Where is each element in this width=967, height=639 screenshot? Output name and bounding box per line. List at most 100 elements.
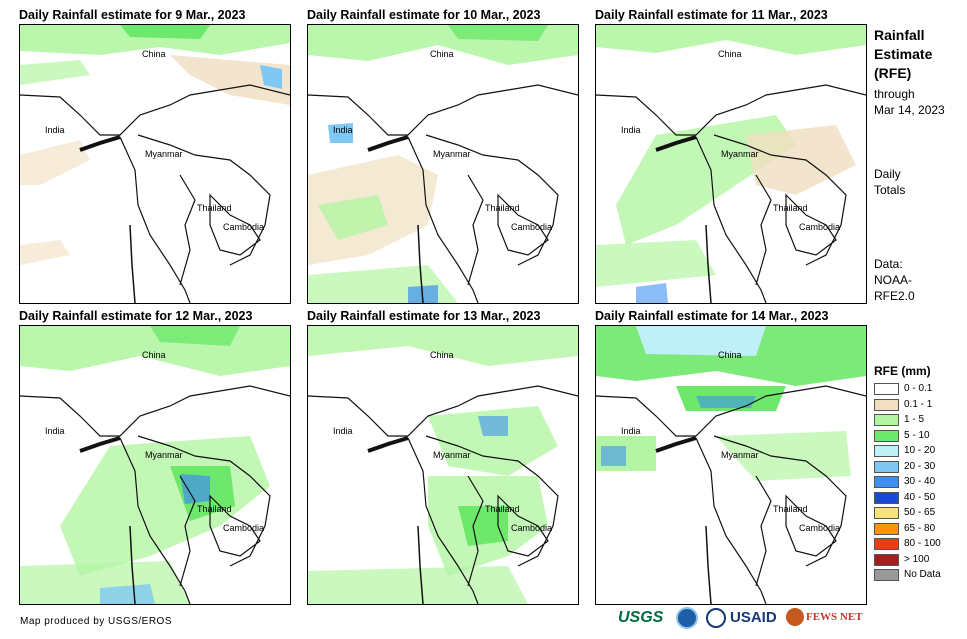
map-graphic	[308, 25, 578, 303]
rainfall-map: China India Myanmar Thailand Cambodia	[307, 325, 579, 605]
label-thailand: Thailand	[197, 504, 232, 514]
legend-label: 65 - 80	[904, 522, 936, 534]
title-line-3: (RFE)	[874, 65, 912, 81]
label-myanmar: Myanmar	[433, 149, 471, 159]
agency-logos: USGS USAID FEWS NET	[618, 605, 863, 635]
label-cambodia: Cambodia	[511, 523, 553, 533]
totals-line-2: Totals	[874, 183, 906, 197]
label-china: China	[430, 350, 454, 360]
map-panel-12-mar: Daily Rainfall estimate for 12 Mar., 202…	[19, 309, 291, 609]
fews-net-globe-icon	[786, 608, 804, 626]
legend-label: > 100	[904, 553, 930, 565]
legend-item: 0.1 - 1	[874, 398, 964, 412]
legend-label: 30 - 40	[904, 476, 936, 487]
legend-item: 0 - 0.1	[874, 383, 964, 396]
rainfall-map: China India Myanmar Thailand Cambodia	[19, 24, 291, 304]
legend-swatch	[874, 429, 899, 442]
map-graphic	[20, 25, 290, 303]
legend-label: 5 - 10	[904, 429, 930, 441]
label-cambodia: Cambodia	[799, 222, 841, 232]
legend-swatch	[874, 553, 899, 566]
legend-swatch	[874, 522, 899, 535]
label-cambodia: Cambodia	[799, 523, 841, 533]
legend-item: 20 - 30	[874, 460, 964, 474]
legend-label: 0.1 - 1	[904, 398, 933, 410]
label-china: China	[718, 350, 742, 360]
through-line-2: Mar 14, 2023	[874, 103, 945, 117]
through-date: through Mar 14, 2023	[874, 86, 945, 118]
rainfall-map: China India Myanmar Thailand Cambodia	[595, 24, 867, 304]
label-thailand: Thailand	[773, 203, 808, 213]
data-line-2: NOAA-	[874, 273, 913, 287]
legend-item: 40 - 50	[874, 491, 964, 505]
legend-swatch	[874, 507, 899, 519]
label-india: India	[45, 426, 65, 436]
legend-item: 30 - 40	[874, 476, 964, 489]
legend-swatch	[874, 383, 899, 395]
data-line-1: Data:	[874, 257, 903, 271]
legend-item: 1 - 5	[874, 414, 964, 427]
legend-label: 20 - 30	[904, 460, 936, 472]
label-myanmar: Myanmar	[145, 149, 183, 159]
label-cambodia: Cambodia	[223, 222, 265, 232]
through-line-1: through	[874, 87, 915, 101]
usgs-logo: USGS	[618, 609, 664, 626]
label-thailand: Thailand	[485, 504, 520, 514]
legend-swatch	[874, 414, 899, 426]
rfe-title: Rainfall Estimate (RFE)	[874, 26, 932, 83]
map-credit: Map produced by USGS/EROS	[20, 616, 173, 627]
label-india: India	[333, 426, 353, 436]
legend-swatch	[874, 476, 899, 488]
legend-item: No Data	[874, 569, 964, 582]
label-thailand: Thailand	[197, 203, 232, 213]
panel-title: Daily Rainfall estimate for 13 Mar., 202…	[307, 309, 541, 323]
rainfall-map: China India Myanmar Thailand Cambodia	[307, 24, 579, 304]
map-graphic	[596, 326, 866, 604]
label-india: India	[45, 125, 65, 135]
label-myanmar: Myanmar	[145, 450, 183, 460]
fews-net-logo: FEWS NET	[806, 611, 863, 623]
panel-title: Daily Rainfall estimate for 10 Mar., 202…	[307, 8, 541, 22]
label-india: India	[333, 125, 353, 135]
panel-title: Daily Rainfall estimate for 9 Mar., 2023	[19, 8, 246, 22]
legend-label: 0 - 0.1	[904, 383, 933, 394]
map-panel-14-mar: Daily Rainfall estimate for 14 Mar., 202…	[595, 309, 867, 609]
legend-swatch	[874, 460, 899, 473]
label-myanmar: Myanmar	[433, 450, 471, 460]
label-thailand: Thailand	[485, 203, 520, 213]
legend-swatch	[874, 398, 899, 411]
label-thailand: Thailand	[773, 504, 808, 514]
rainfall-map: China India Myanmar Thailand Cambodia	[595, 325, 867, 605]
legend-item: > 100	[874, 553, 964, 567]
panel-title: Daily Rainfall estimate for 14 Mar., 202…	[595, 309, 829, 323]
map-graphic	[596, 25, 866, 303]
label-china: China	[430, 49, 454, 59]
title-line-2: Estimate	[874, 46, 933, 62]
totals-line-1: Daily	[874, 167, 901, 181]
legend-item: 5 - 10	[874, 429, 964, 443]
label-china: China	[718, 49, 742, 59]
data-line-3: RFE2.0	[874, 289, 915, 303]
usaid-seal-icon	[706, 608, 726, 628]
legend-swatch	[874, 538, 899, 550]
map-panel-9-mar: Daily Rainfall estimate for 9 Mar., 2023…	[19, 8, 291, 308]
map-graphic	[20, 326, 290, 604]
legend-swatch	[874, 445, 899, 457]
data-source: Data: NOAA- RFE2.0	[874, 256, 915, 304]
legend-item: 50 - 65	[874, 507, 964, 520]
legend-label: 1 - 5	[904, 414, 925, 425]
legend-item: 65 - 80	[874, 522, 964, 536]
map-panel-10-mar: Daily Rainfall estimate for 10 Mar., 202…	[307, 8, 579, 308]
label-india: India	[621, 125, 641, 135]
legend-item: 80 - 100	[874, 538, 964, 551]
label-china: China	[142, 49, 166, 59]
usaid-logo: USAID	[730, 609, 777, 626]
label-cambodia: Cambodia	[223, 523, 265, 533]
label-myanmar: Myanmar	[721, 149, 759, 159]
legend-label: No Data	[904, 569, 941, 580]
legend-item: 10 - 20	[874, 445, 964, 458]
title-line-1: Rainfall	[874, 27, 925, 43]
legend-label: 80 - 100	[904, 538, 941, 549]
legend-label: 10 - 20	[904, 445, 936, 456]
label-cambodia: Cambodia	[511, 222, 553, 232]
